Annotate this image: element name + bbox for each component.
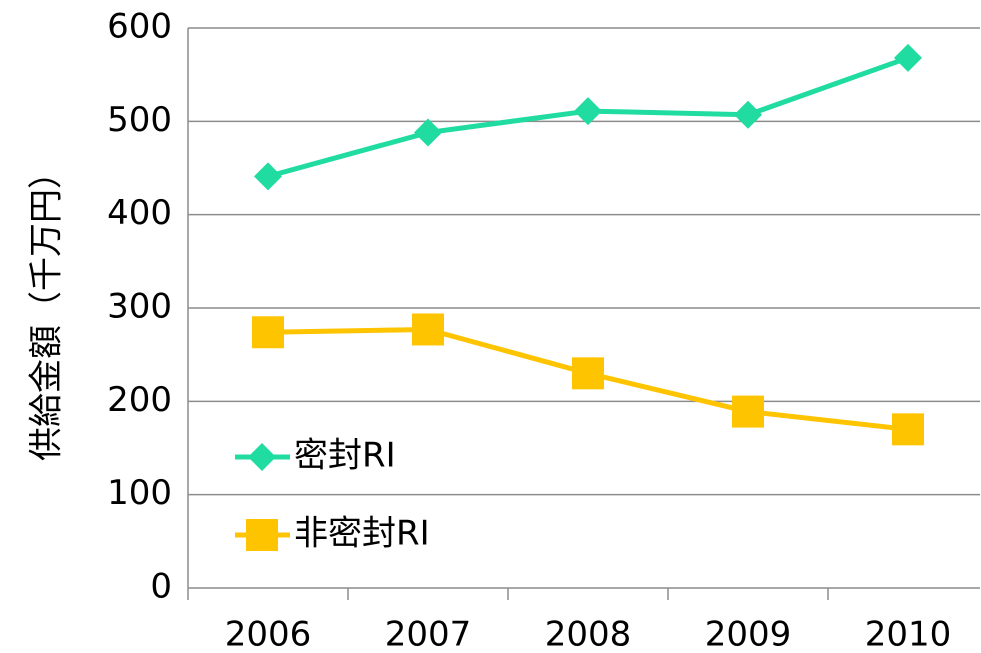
y-tick-label: 500: [107, 100, 172, 140]
y-tick-label: 400: [107, 193, 172, 233]
x-tick-label: 2006: [225, 615, 312, 653]
y-tick-label: 300: [107, 287, 172, 327]
y-tick-label: 0: [150, 567, 172, 607]
x-tick-label: 2007: [385, 615, 472, 653]
y-tick-label: 600: [107, 7, 172, 47]
legend-label: 非密封RI: [294, 514, 430, 554]
legend-marker: [248, 443, 276, 471]
data-point: [894, 43, 922, 72]
data-point: [892, 413, 924, 446]
data-point: [574, 97, 602, 126]
y-tick-label: 200: [107, 380, 172, 420]
data-point: [572, 357, 604, 390]
legend-label: 密封RI: [294, 436, 396, 476]
y-axis-label: 供給金額（千万円）: [27, 155, 67, 461]
data-point: [254, 162, 282, 191]
data-point: [734, 100, 762, 129]
data-point: [412, 313, 444, 346]
data-point: [414, 118, 442, 147]
x-tick-label: 2008: [545, 615, 632, 653]
y-tick-label: 100: [107, 473, 172, 513]
x-tick-label: 2010: [865, 615, 952, 653]
data-point: [732, 395, 764, 428]
legend-marker: [246, 519, 278, 551]
data-point: [252, 316, 284, 349]
x-tick-label: 2009: [705, 615, 792, 653]
